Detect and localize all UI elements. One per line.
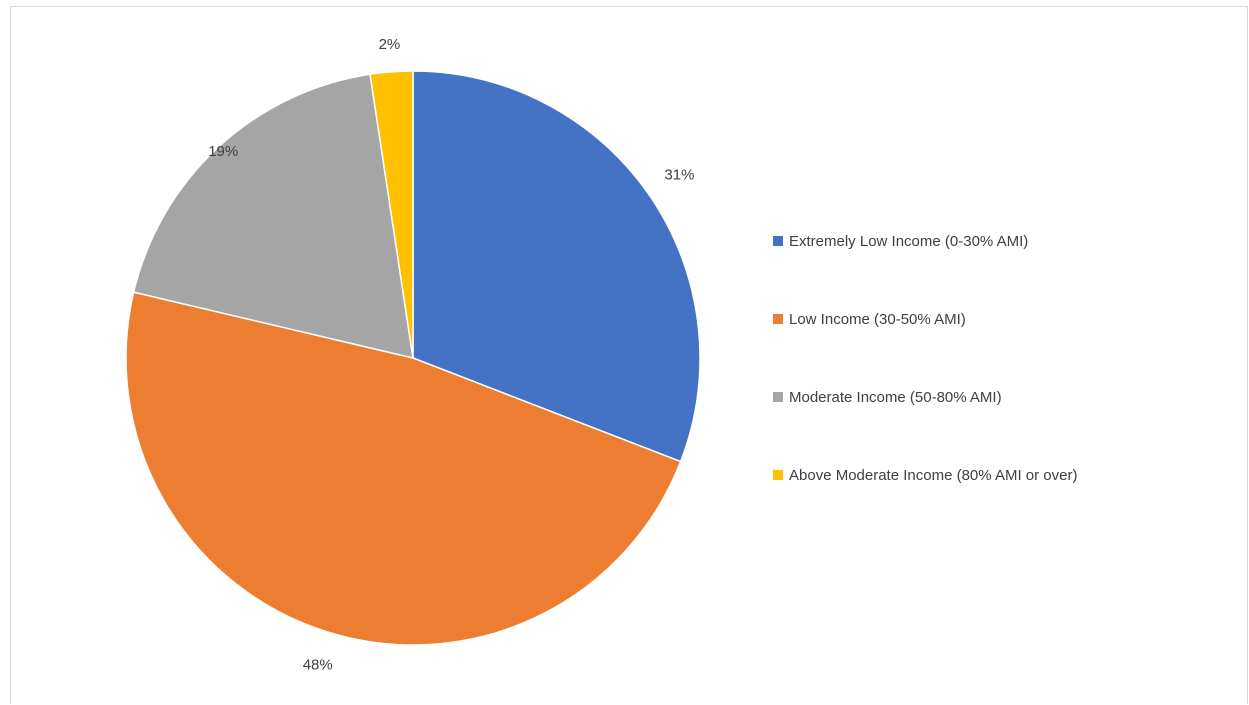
- legend-label: Moderate Income (50-80% AMI): [789, 388, 1002, 406]
- legend-label: Low Income (30-50% AMI): [789, 310, 966, 328]
- data-label: 2%: [379, 36, 401, 53]
- legend-label: Above Moderate Income (80% AMI or over): [789, 466, 1078, 484]
- legend-label: Extremely Low Income (0-30% AMI): [789, 232, 1029, 250]
- data-label: 48%: [303, 657, 333, 674]
- pie-slices: [125, 70, 701, 646]
- legend-swatch: [773, 314, 783, 324]
- data-label: 31%: [664, 166, 694, 183]
- legend-item-extremely-low-income: Extremely Low Income (0-30% AMI): [773, 228, 1077, 254]
- legend: Extremely Low Income (0-30% AMI) Low Inc…: [773, 228, 1077, 540]
- pie-slice: [132, 73, 414, 359]
- legend-swatch: [773, 236, 783, 246]
- legend-item-above-moderate-income: Above Moderate Income (80% AMI or over): [773, 462, 1077, 488]
- pie-slice: [369, 70, 414, 359]
- pie-slice: [412, 70, 701, 463]
- data-label: 19%: [208, 143, 238, 160]
- pie-slice: [125, 291, 682, 646]
- legend-swatch: [773, 392, 783, 402]
- legend-item-low-income: Low Income (30-50% AMI): [773, 306, 1077, 332]
- legend-swatch: [773, 470, 783, 480]
- legend-item-moderate-income: Moderate Income (50-80% AMI): [773, 384, 1077, 410]
- data-labels: 31% 48% 19% 2%: [208, 36, 694, 674]
